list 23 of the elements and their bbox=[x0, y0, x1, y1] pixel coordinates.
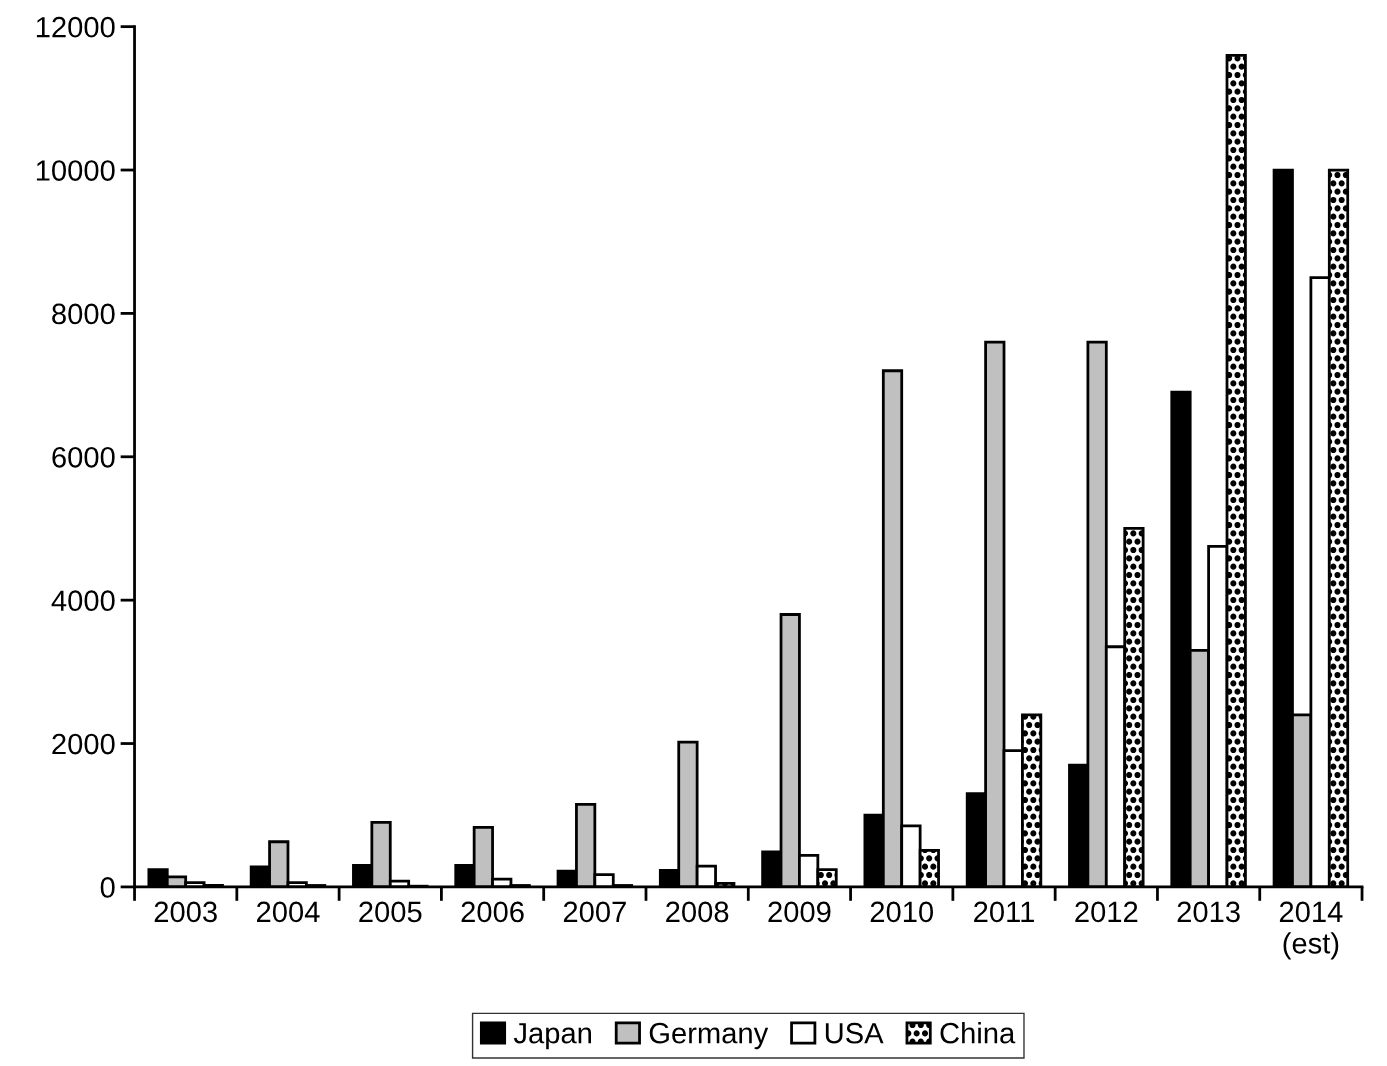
legend-label: Japan bbox=[513, 1023, 591, 1050]
y-tick-label: 12000 bbox=[36, 16, 115, 38]
x-tick-label: 2008 bbox=[666, 901, 729, 923]
y-tick-label: 8000 bbox=[52, 303, 115, 325]
x-tick-label: 2004 bbox=[257, 901, 320, 923]
y-tick-label: 10000 bbox=[36, 160, 115, 181]
y-tick-label: 0 bbox=[100, 877, 115, 898]
x-tick-label: 2007 bbox=[563, 901, 626, 923]
x-tick-label: 2010 bbox=[870, 901, 934, 923]
y-tick-label: 6000 bbox=[52, 446, 115, 468]
legend-label: China bbox=[940, 1022, 1016, 1044]
x-tick-label: 2011 bbox=[974, 901, 1034, 923]
y-tick-label: 4000 bbox=[51, 590, 115, 612]
legend-label: USA bbox=[825, 1022, 884, 1044]
x-tick-label: 2014 (est) bbox=[1279, 901, 1343, 960]
x-tick-label: 2013 bbox=[1177, 901, 1240, 923]
x-tick-label: 2005 bbox=[359, 901, 422, 923]
x-tick-label: 2006 bbox=[461, 901, 524, 923]
y-tick-label: 2000 bbox=[52, 733, 115, 755]
x-tick-label: 2009 bbox=[768, 901, 831, 923]
x-tick-label: 2012 bbox=[1075, 901, 1138, 923]
legend-label: Germany bbox=[649, 1022, 769, 1050]
x-tick-label: 2003 bbox=[154, 901, 217, 923]
